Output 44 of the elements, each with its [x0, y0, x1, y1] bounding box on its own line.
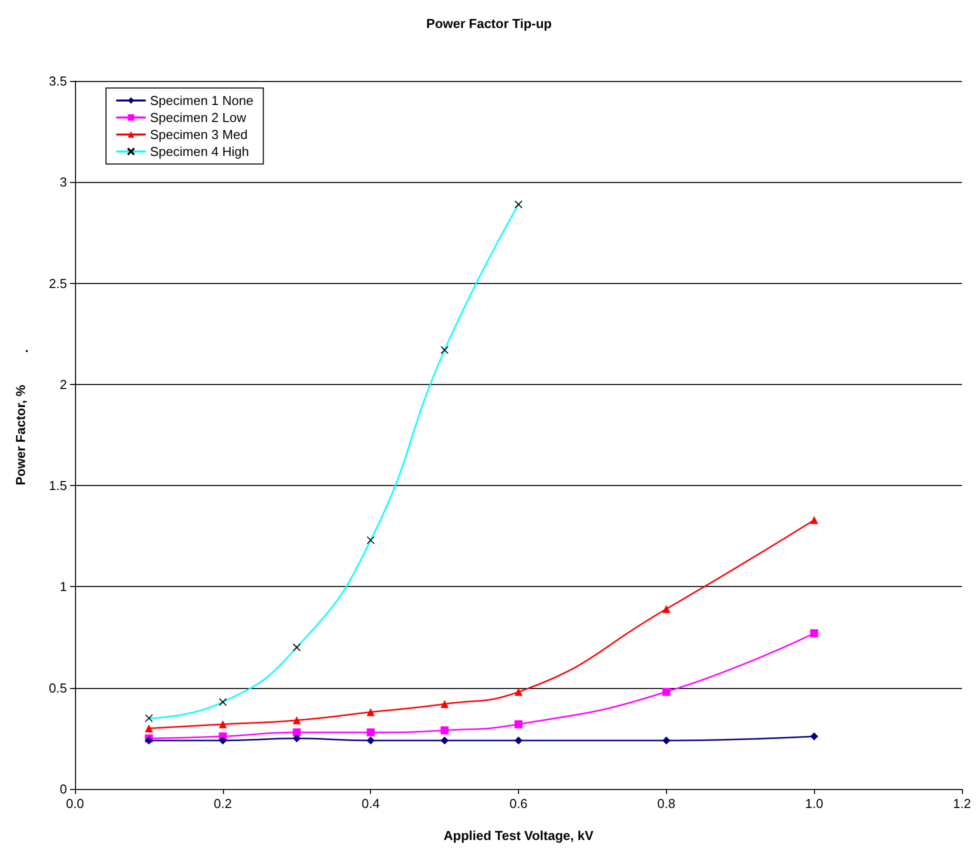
point — [292, 734, 301, 742]
point — [366, 708, 375, 716]
chart-title: Power Factor Tip-up — [426, 16, 552, 31]
point — [440, 736, 449, 744]
point — [514, 688, 522, 696]
x-tick-label: 0.8 — [657, 796, 676, 811]
point — [810, 629, 818, 638]
legend-label: Specimen 2 Low — [150, 110, 247, 125]
y-tick-label: 2 — [60, 376, 67, 392]
point — [218, 736, 227, 744]
x-tick-label: 0.0 — [66, 796, 84, 811]
y-tick-label: 1.5 — [48, 478, 67, 494]
point — [292, 728, 301, 736]
x-axis-title: Applied Test Voltage, kV — [444, 828, 594, 843]
point — [144, 724, 153, 732]
point — [514, 720, 522, 728]
point — [662, 688, 670, 696]
y-tick-label: 2.5 — [48, 276, 67, 291]
point — [440, 700, 449, 708]
legend-label: Specimen 1 None — [150, 93, 254, 108]
x-tick-label: 1.0 — [805, 796, 824, 811]
x-tick-label: 0.4 — [362, 796, 380, 811]
x-tick-label: 1.2 — [952, 796, 972, 811]
point — [810, 516, 818, 524]
point — [218, 720, 227, 728]
x-tick-label: 0.2 — [214, 796, 232, 811]
point — [366, 736, 375, 744]
point — [440, 726, 449, 734]
point — [662, 604, 670, 613]
legend-label: Specimen 4 High — [150, 144, 249, 159]
y-tick-label: 3 — [60, 174, 67, 190]
text: . — [25, 340, 29, 355]
point — [514, 736, 522, 744]
point — [292, 716, 301, 724]
point — [810, 732, 818, 740]
legend-label: Specimen 3 Med — [150, 127, 248, 142]
y-tick-label: 0 — [60, 782, 67, 796]
point — [366, 728, 375, 736]
y-axis-title: Power Factor, % — [13, 384, 28, 486]
y-tick-label: 1 — [60, 579, 67, 594]
y-tick-label: 3.5 — [48, 74, 67, 88]
x-tick-label: 0.6 — [509, 796, 528, 811]
point — [662, 736, 670, 744]
y-tick-label: 0.5 — [48, 680, 67, 696]
